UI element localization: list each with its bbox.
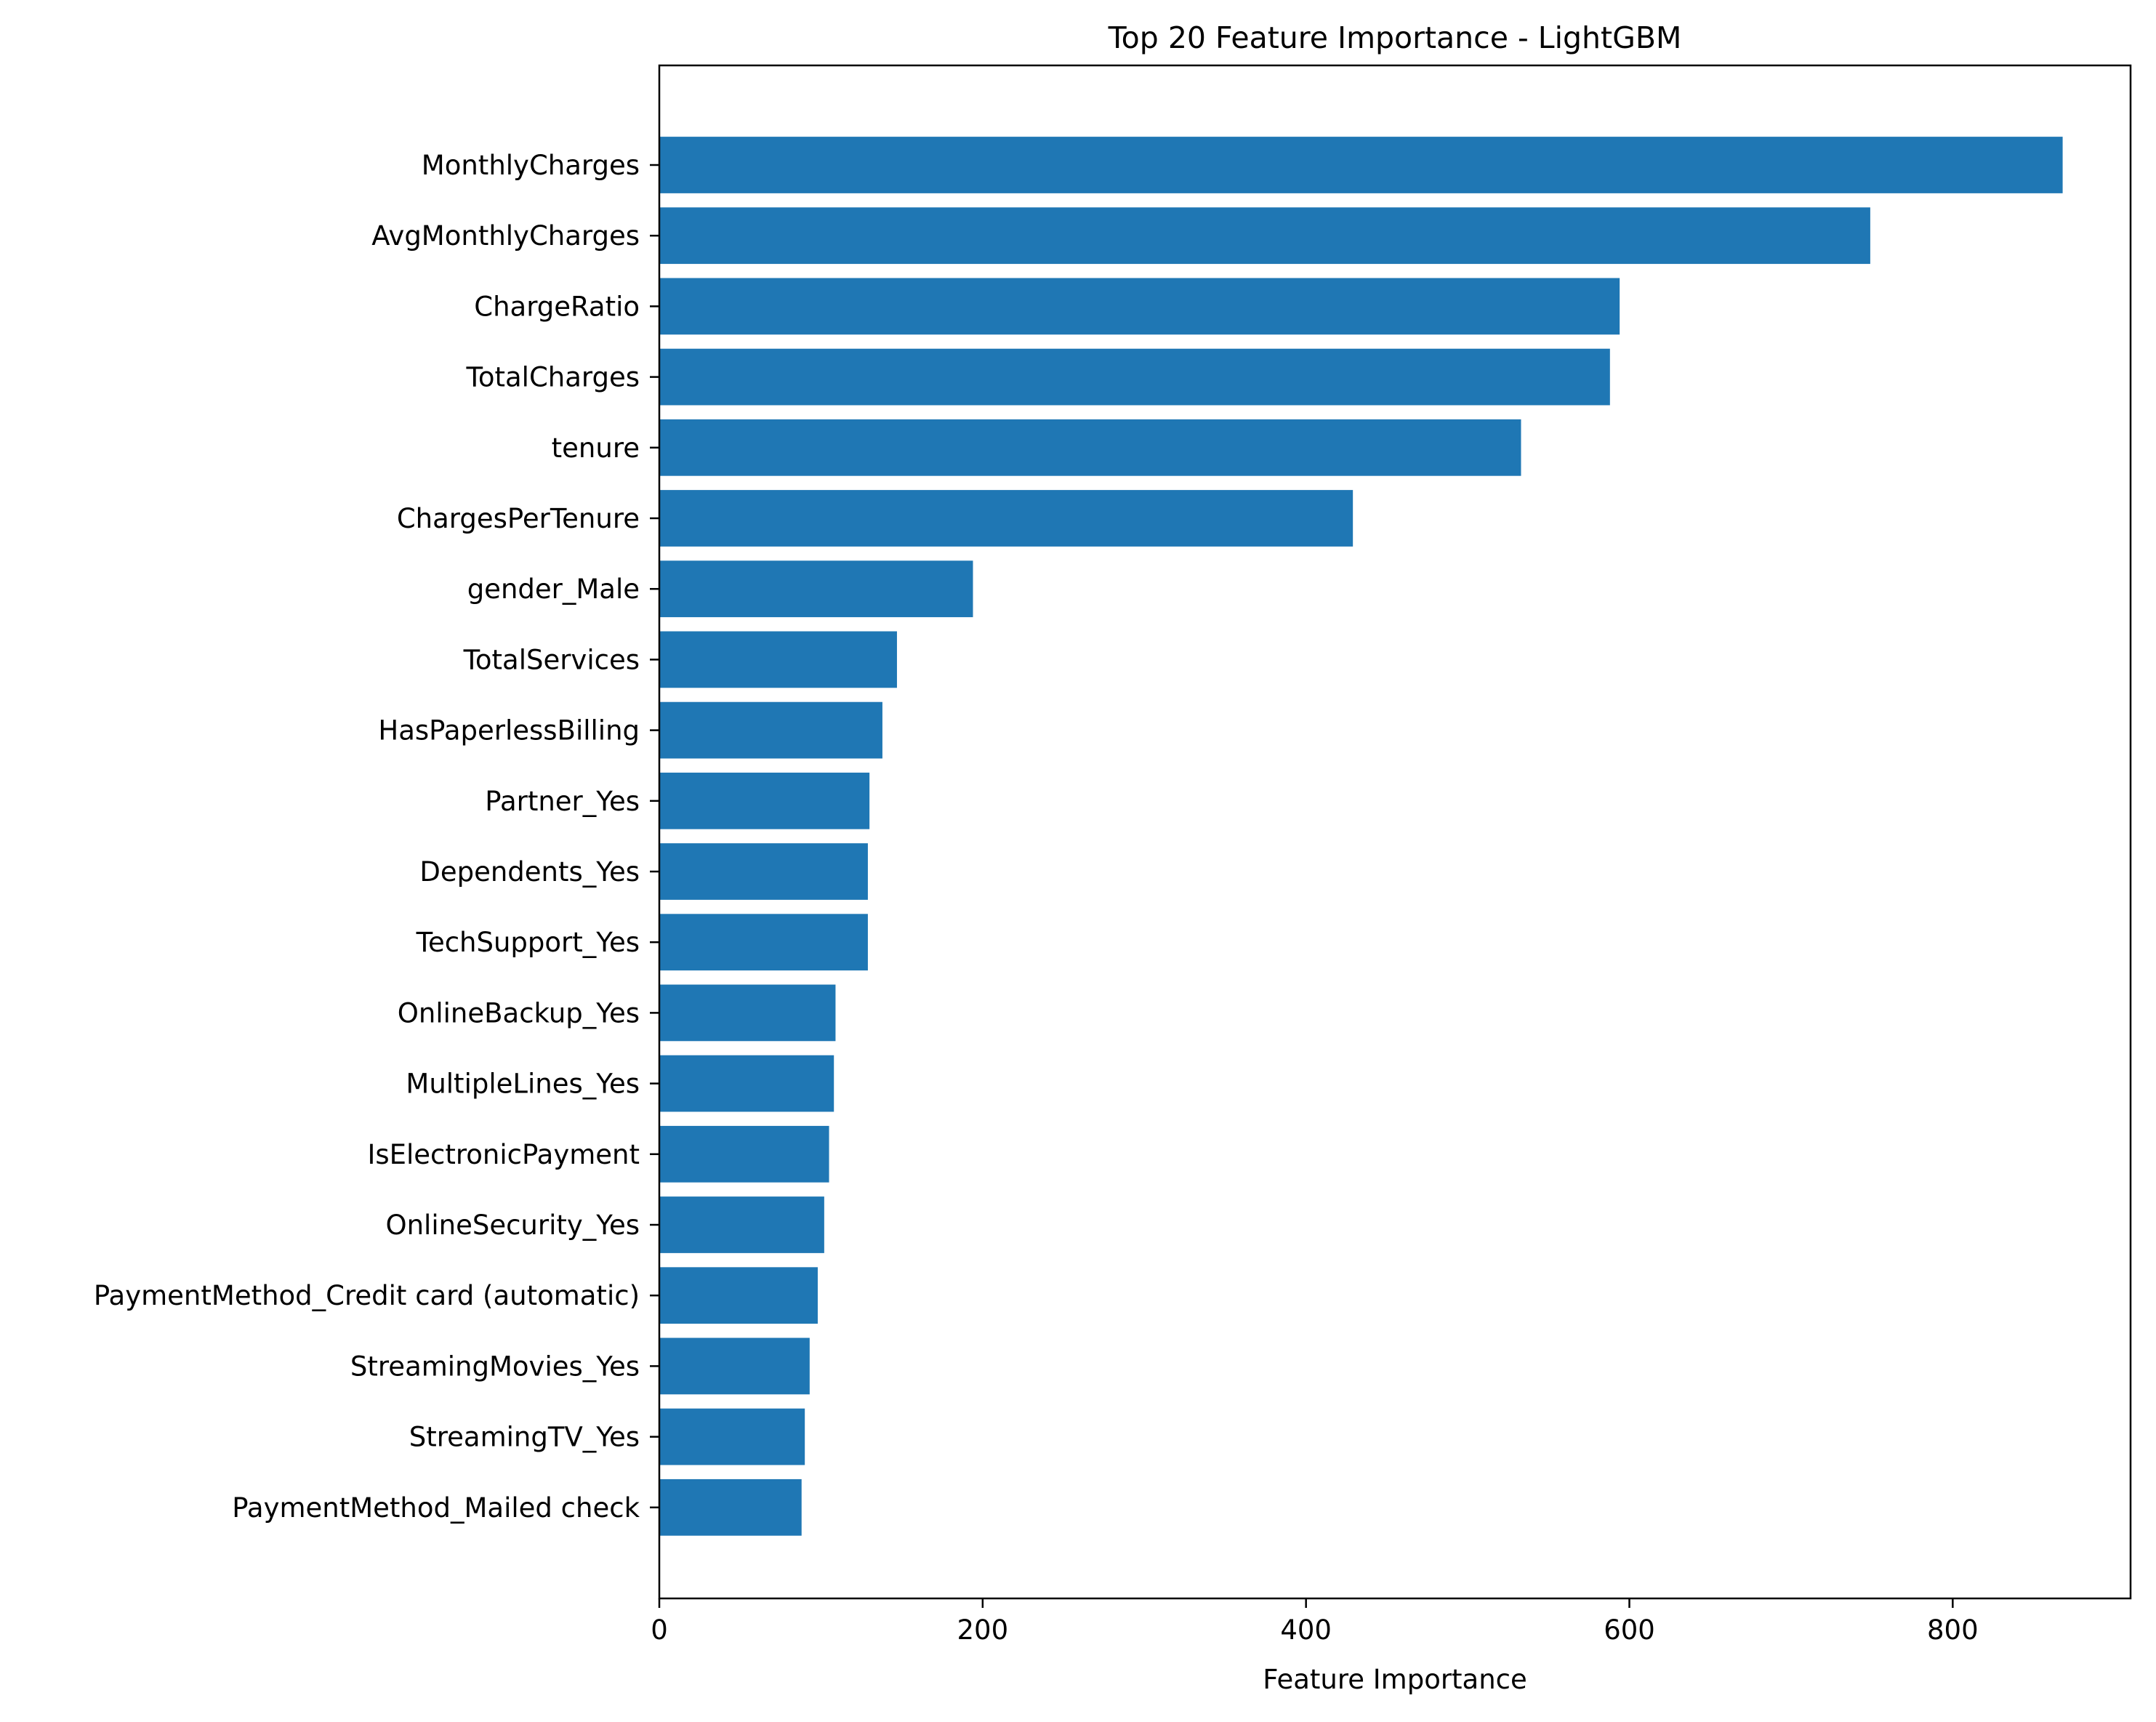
x-tick-label-0: 0 [651,1614,668,1646]
bar-streamingtv-yes [659,1408,805,1465]
bar-partner-yes [659,772,870,829]
x-tick-label-200: 200 [957,1614,1009,1646]
y-tick-label-techsupport-yes: TechSupport_Yes [416,927,640,958]
y-tick-label-gender-male: gender_Male [467,574,640,605]
x-tick-label-800: 800 [1927,1614,1979,1646]
y-tick-label-totalservices: TotalServices [463,644,640,675]
bar-onlinesecurity-yes [659,1196,824,1253]
x-tick-label-400: 400 [1280,1614,1332,1646]
bar-multiplelines-yes [659,1055,834,1112]
bar-totalcharges [659,348,1610,406]
bar-totalservices [659,631,897,688]
bar-techsupport-yes [659,914,868,971]
bar-paymentmethod-mailed-check [659,1478,802,1536]
x-axis: 0 200 400 600 800 [651,1598,1979,1646]
bar-avgmonthlycharges [659,207,1870,265]
bar-onlinebackup-yes [659,984,836,1042]
bar-monthlycharges [659,137,2063,193]
y-tick-label-onlinebackup-yes: OnlineBackup_Yes [398,997,640,1029]
y-tick-label-paymentmethod-mailed-check: PaymentMethod_Mailed check [232,1492,640,1524]
bar-chargespertenure [659,490,1353,547]
y-tick-label-avgmonthlycharges: AvgMonthlyCharges [371,220,640,252]
x-tick-label-600: 600 [1604,1614,1655,1646]
chart-title: Top 20 Feature Importance - LightGBM [1108,20,1682,55]
y-tick-label-haspaperlessbilling: HasPaperlessBilling [378,715,640,747]
y-tick-label-monthlycharges: MonthlyCharges [422,150,640,181]
y-tick-label-partner-yes: Partner_Yes [485,786,640,817]
y-axis: MonthlyCharges AvgMonthlyCharges ChargeRat… [94,150,659,1524]
bar-haspaperlessbilling [659,701,882,759]
bars-group [659,137,2063,1536]
bar-chargeratio [659,278,1620,335]
y-tick-label-onlinesecurity-yes: OnlineSecurity_Yes [385,1210,640,1241]
bar-dependents-yes [659,843,868,900]
y-tick-label-tenure: tenure [552,432,640,464]
y-tick-label-chargeratio: ChargeRatio [474,291,640,322]
y-tick-label-totalcharges: TotalCharges [466,362,640,393]
x-axis-label: Feature Importance [1263,1664,1527,1695]
bar-iselectronicpayment [659,1125,829,1183]
bar-tenure [659,419,1521,476]
bar-streamingmovies-yes [659,1337,810,1395]
bar-paymentmethod-credit-card-automatic [659,1267,818,1324]
y-tick-label-chargespertenure: ChargesPerTenure [397,503,640,534]
y-tick-label-paymentmethod-credit-card-automatic: PaymentMethod_Credit card (automatic) [94,1280,640,1311]
y-tick-label-streamingmovies-yes: StreamingMovies_Yes [350,1351,640,1382]
y-tick-label-dependents-yes: Dependents_Yes [419,856,640,888]
plot-frame [658,64,2132,1600]
y-tick-label-streamingtv-yes: StreamingTV_Yes [409,1422,640,1453]
bar-gender-male [659,560,973,618]
y-tick-label-iselectronicpayment: IsElectronicPayment [367,1139,640,1170]
y-tick-label-multiplelines-yes: MultipleLines_Yes [406,1069,640,1100]
